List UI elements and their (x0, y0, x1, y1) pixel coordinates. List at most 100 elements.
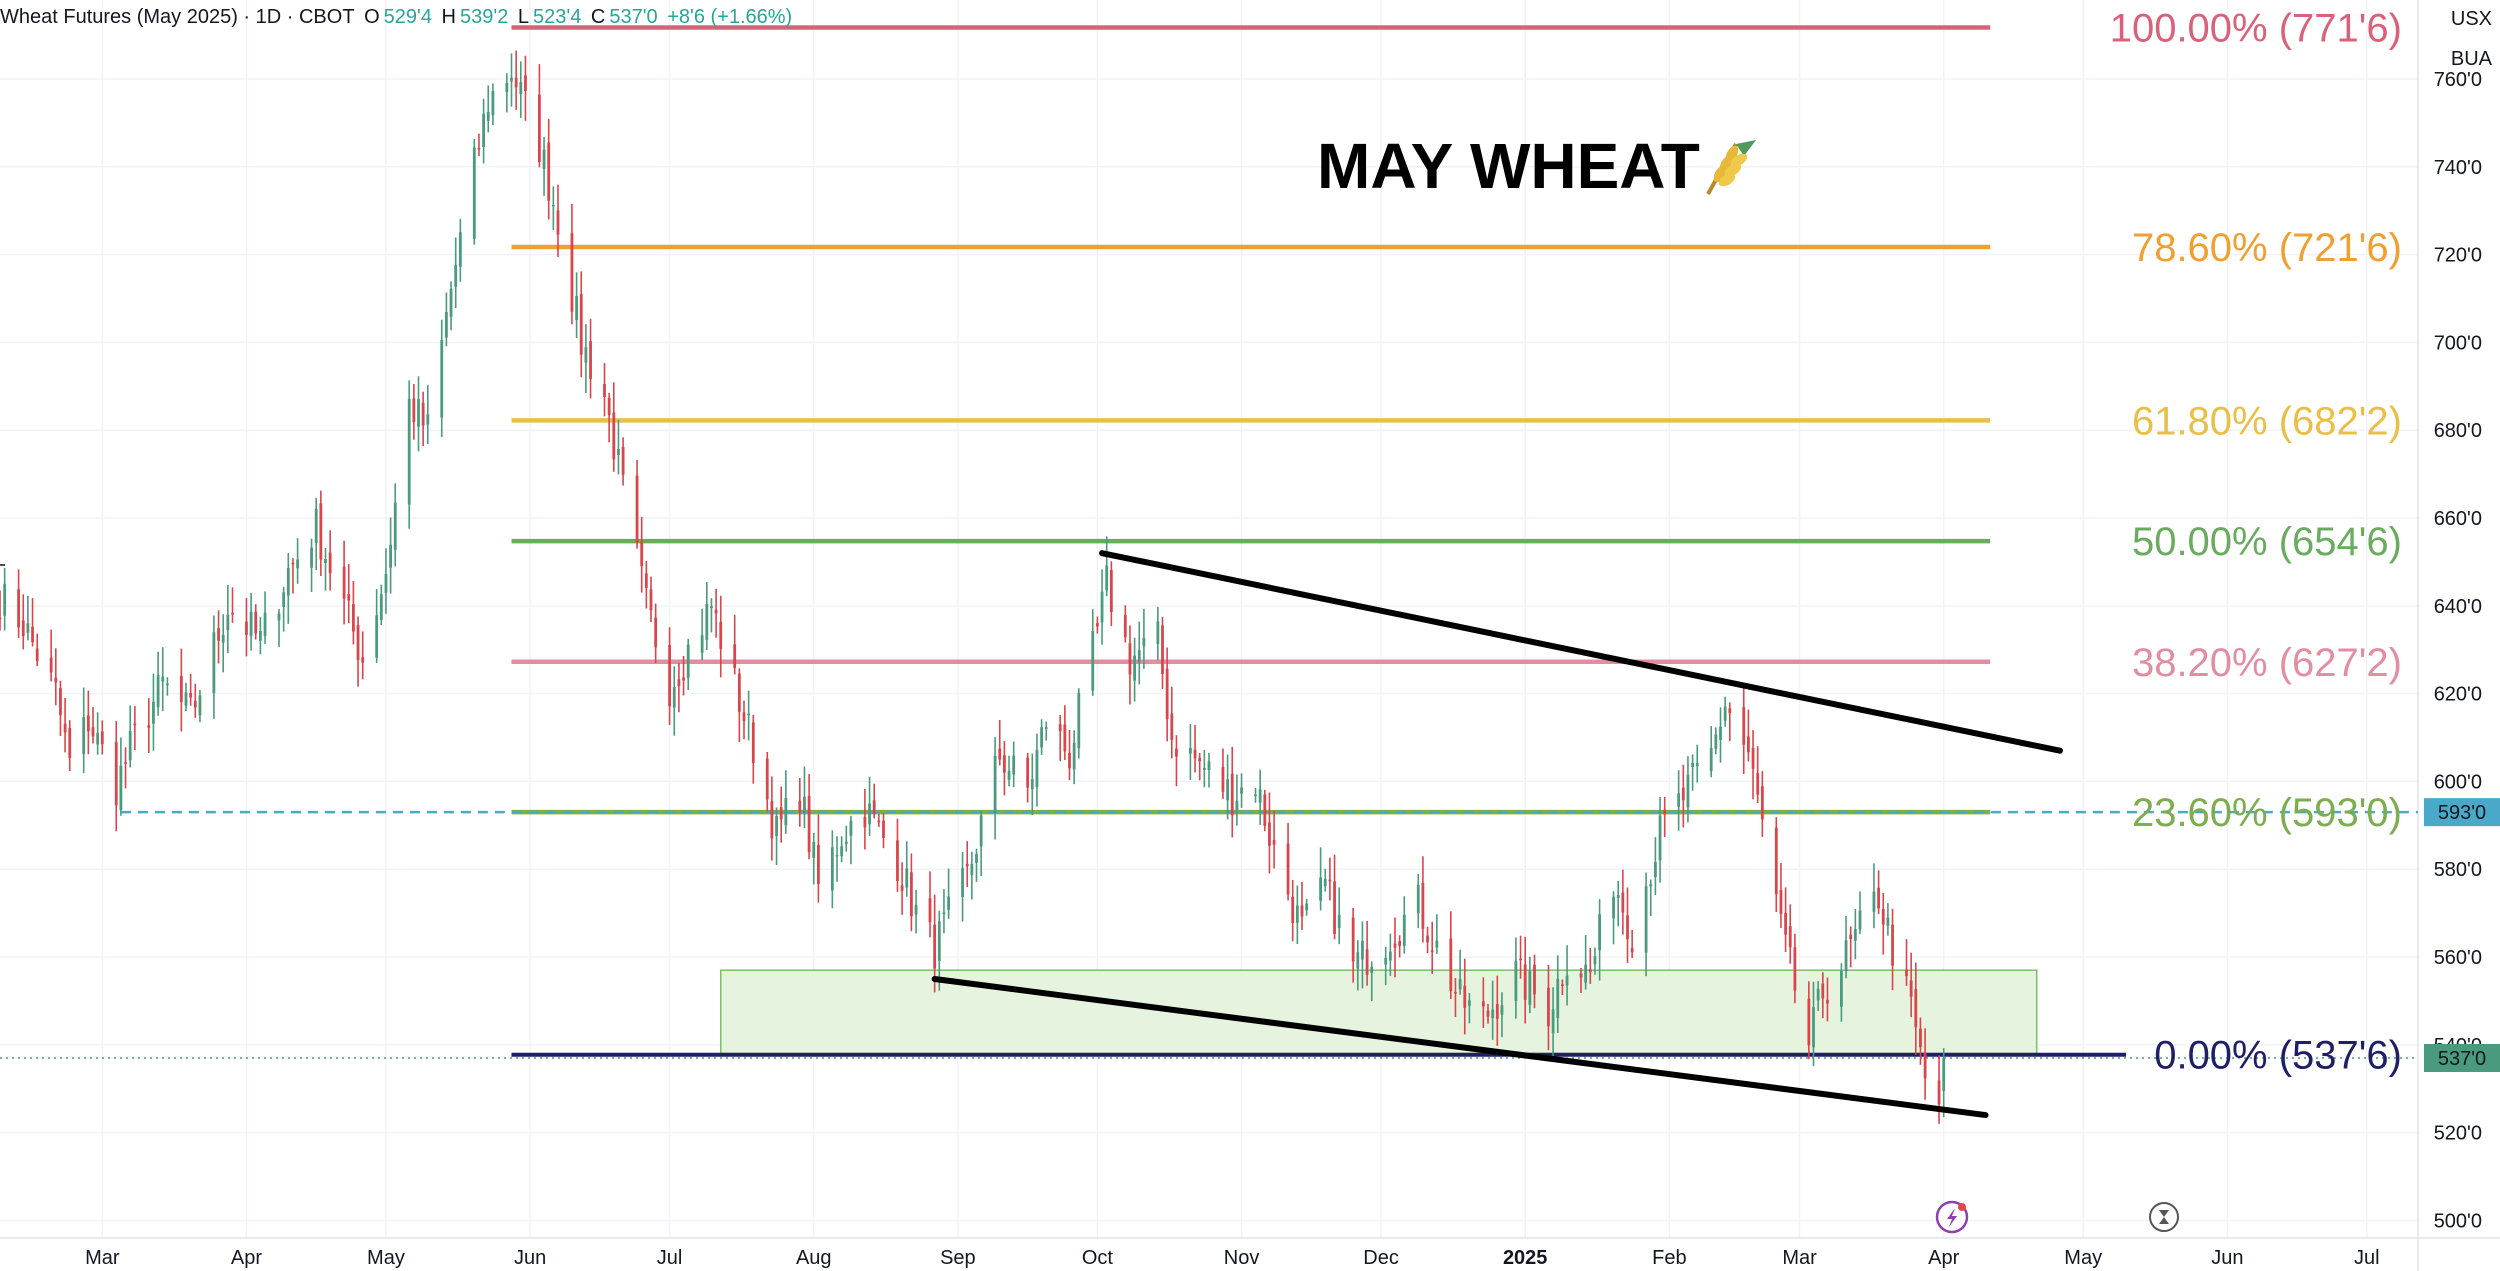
candle[interactable] (119, 737, 123, 816)
candle[interactable] (254, 604, 258, 640)
candle[interactable] (1458, 949, 1462, 995)
candle[interactable] (231, 587, 234, 623)
candle[interactable] (1361, 921, 1364, 989)
candle[interactable] (82, 687, 86, 773)
candle[interactable] (1616, 880, 1620, 927)
candle[interactable] (221, 614, 225, 673)
candle[interactable] (1677, 770, 1681, 831)
candle[interactable] (742, 700, 746, 740)
candle[interactable] (649, 576, 653, 623)
candle[interactable] (1351, 907, 1355, 983)
candle[interactable] (1463, 958, 1467, 1035)
candle[interactable] (1026, 752, 1030, 803)
candle[interactable] (277, 609, 281, 647)
candle[interactable] (449, 281, 453, 331)
candle[interactable] (1468, 992, 1471, 1024)
candle[interactable] (319, 490, 323, 577)
candle[interactable] (426, 385, 430, 444)
candle[interactable] (1612, 891, 1615, 945)
candle[interactable] (849, 815, 853, 865)
candle[interactable] (1044, 721, 1048, 741)
candle[interactable] (1263, 789, 1267, 832)
candle[interactable] (166, 677, 169, 696)
candle[interactable] (189, 673, 193, 706)
candle[interactable] (896, 818, 899, 892)
candle[interactable] (314, 497, 318, 571)
candle[interactable] (1003, 741, 1006, 796)
lightning-alert-icon[interactable] (1935, 1200, 1969, 1234)
candle[interactable] (844, 825, 848, 852)
candle[interactable] (245, 598, 248, 657)
candle[interactable] (1077, 688, 1081, 759)
candle[interactable] (1500, 992, 1504, 1038)
candle[interactable] (900, 862, 904, 915)
currency-label[interactable]: USX (2450, 8, 2492, 30)
candle[interactable] (635, 459, 639, 549)
candle[interactable] (538, 64, 541, 168)
candle[interactable] (417, 376, 420, 452)
candle[interactable] (1681, 764, 1685, 828)
candle[interactable] (1556, 955, 1560, 1034)
candle[interactable] (100, 720, 104, 755)
candle[interactable] (1235, 774, 1239, 826)
candle[interactable] (817, 814, 820, 903)
candle[interactable] (1533, 954, 1536, 1009)
candle[interactable] (147, 698, 151, 753)
candle[interactable] (342, 540, 346, 625)
candle[interactable] (1886, 903, 1890, 936)
candle[interactable] (654, 603, 658, 664)
candle[interactable] (1272, 810, 1276, 869)
candle[interactable] (1826, 977, 1829, 1022)
candle[interactable] (26, 595, 30, 641)
candle[interactable] (0, 590, 2, 631)
candle[interactable] (1063, 705, 1067, 761)
candle[interactable] (68, 720, 72, 772)
candle[interactable] (1481, 977, 1485, 1028)
candle[interactable] (1254, 787, 1257, 803)
candle[interactable] (612, 382, 616, 472)
candle[interactable] (1430, 921, 1434, 975)
candle[interactable] (161, 647, 165, 712)
upper-trendline[interactable] (1099, 550, 2063, 754)
candle[interactable] (1221, 748, 1225, 799)
candle[interactable] (928, 871, 932, 938)
candle[interactable] (1942, 1048, 1946, 1118)
candle[interactable] (1779, 862, 1783, 929)
candle[interactable] (1881, 892, 1885, 955)
candle[interactable] (156, 651, 160, 716)
candle[interactable] (1058, 715, 1062, 762)
candle[interactable] (375, 589, 379, 663)
candle[interactable] (505, 73, 509, 113)
candle[interactable] (584, 324, 588, 393)
candle[interactable] (1305, 898, 1309, 916)
candle[interactable] (677, 662, 681, 713)
candle[interactable] (384, 548, 388, 614)
candle[interactable] (1742, 688, 1746, 775)
candle[interactable] (970, 851, 974, 900)
candle[interactable] (1686, 756, 1690, 823)
candle[interactable] (877, 813, 881, 827)
candle[interactable] (184, 682, 188, 712)
candle[interactable] (1654, 837, 1657, 896)
candle[interactable] (296, 538, 299, 584)
candle[interactable] (1030, 753, 1034, 816)
candle[interactable] (17, 569, 20, 638)
candle[interactable] (1514, 937, 1518, 1019)
candle[interactable] (54, 648, 58, 706)
candle[interactable] (1723, 696, 1727, 727)
candle[interactable] (1328, 857, 1332, 901)
candle[interactable] (1365, 920, 1369, 986)
candle[interactable] (1133, 637, 1136, 702)
candle[interactable] (291, 558, 295, 594)
candle[interactable] (407, 380, 411, 529)
candle[interactable] (1528, 956, 1532, 1014)
candle[interactable] (942, 889, 946, 934)
candle[interactable] (1105, 536, 1109, 597)
candle[interactable] (1156, 606, 1160, 661)
candle[interactable] (1751, 730, 1755, 800)
candle[interactable] (482, 98, 485, 164)
candle[interactable] (830, 830, 834, 909)
candle[interactable] (1161, 617, 1164, 689)
candle[interactable] (1268, 792, 1271, 874)
candle[interactable] (1384, 946, 1388, 986)
